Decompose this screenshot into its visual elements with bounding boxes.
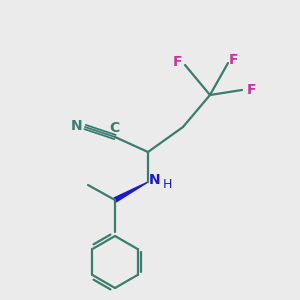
Text: N: N	[71, 119, 83, 133]
Text: F: F	[228, 53, 238, 67]
Polygon shape	[114, 182, 148, 202]
Text: H: H	[162, 178, 172, 191]
Text: C: C	[109, 121, 119, 135]
Text: F: F	[173, 55, 183, 69]
Text: N: N	[149, 173, 161, 187]
Text: F: F	[247, 83, 257, 97]
